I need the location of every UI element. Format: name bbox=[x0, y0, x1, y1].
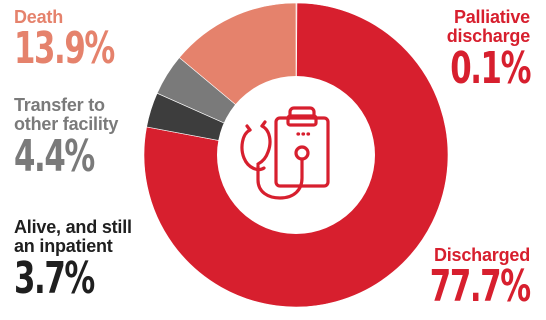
label-death: Death 13.9% bbox=[14, 7, 157, 75]
label-inpatient-name-line2: an inpatient bbox=[14, 236, 113, 257]
label-death-value: 13.9% bbox=[14, 23, 115, 75]
label-transfer-name-line1: Transfer to bbox=[14, 95, 105, 115]
label-death-name: Death bbox=[14, 7, 64, 27]
stethoscope-clipboard-icon bbox=[240, 106, 330, 200]
label-inpatient-name-line1: Alive, and still bbox=[14, 217, 132, 237]
label-inpatient-value: 3.7% bbox=[14, 252, 95, 304]
label-discharged: Discharged 77.7% bbox=[387, 245, 531, 313]
label-palliative-name-line1: Palliative bbox=[453, 7, 530, 27]
label-palliative-value: 0.1% bbox=[450, 42, 531, 94]
label-discharged-name: Discharged bbox=[433, 245, 530, 265]
label-transfer: Transfer to other facility 4.4% bbox=[14, 95, 128, 182]
label-palliative: Palliative discharge 0.1% bbox=[416, 7, 532, 94]
label-transfer-name-line2: other facility bbox=[14, 114, 119, 135]
slice-discharged bbox=[143, 2, 449, 308]
label-palliative-name-line2: discharge bbox=[446, 26, 530, 47]
label-inpatient: Alive, and still an inpatient 3.7% bbox=[14, 217, 132, 304]
label-discharged-value: 77.7% bbox=[430, 261, 531, 313]
label-transfer-value: 4.4% bbox=[14, 130, 95, 182]
